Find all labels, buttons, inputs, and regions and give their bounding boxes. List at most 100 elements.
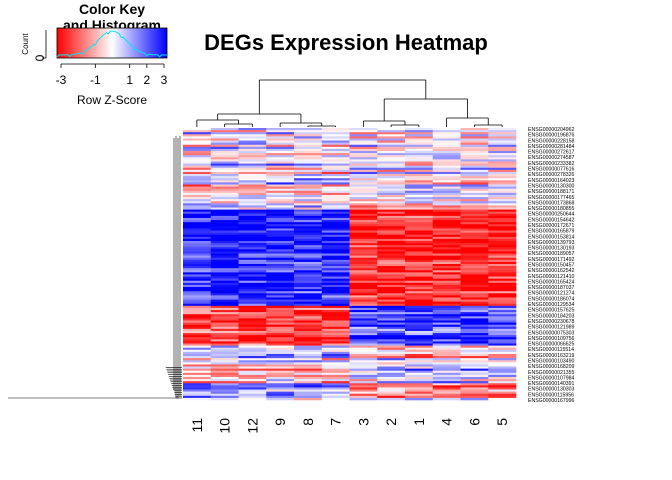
heatmap-cell <box>349 282 378 286</box>
heatmap-cell <box>349 215 378 219</box>
heatmap-cell <box>460 295 489 298</box>
heatmap-cell <box>488 270 517 273</box>
heatmap-cell <box>238 276 267 279</box>
heatmap-cell <box>405 316 434 319</box>
heatmap-cell <box>405 232 434 236</box>
heatmap-cell <box>405 161 434 164</box>
heatmap-cell <box>210 161 239 164</box>
heatmap-cell <box>405 142 434 146</box>
heatmap-cell <box>321 136 350 139</box>
heatmap-cell <box>432 316 461 319</box>
heatmap-cell <box>266 395 295 399</box>
heatmap-cell <box>321 349 350 353</box>
heatmap-cell <box>460 282 489 286</box>
heatmap-cell <box>460 374 489 378</box>
heatmap-cell <box>210 295 239 298</box>
heatmap-cell <box>405 318 434 321</box>
heatmap-cell <box>405 374 434 378</box>
heatmap-cell <box>349 243 378 246</box>
heatmap-cell <box>432 215 461 219</box>
heatmap-cell <box>266 320 295 323</box>
heatmap-cell <box>210 293 239 296</box>
heatmap-cell <box>183 132 212 135</box>
row-label: ENSG00000188171 <box>528 189 575 195</box>
heatmap-cell <box>266 376 295 380</box>
heatmap-cell <box>405 220 434 223</box>
heatmap-cell <box>349 289 378 292</box>
heatmap-cell <box>405 159 434 162</box>
heatmap-cell <box>488 140 517 143</box>
column-label: 2 <box>383 418 399 426</box>
heatmap-cell <box>405 155 434 158</box>
heatmap-cell <box>349 186 378 189</box>
color-key-gradient <box>56 27 168 59</box>
heatmap-cell <box>488 245 517 248</box>
heatmap-cell <box>432 305 461 309</box>
heatmap-cell <box>488 203 517 206</box>
heatmap-cell <box>321 182 350 185</box>
heatmap-cell <box>183 192 212 196</box>
heatmap-cell <box>460 220 489 223</box>
column-label: 10 <box>217 418 233 434</box>
heatmap-cell <box>183 381 212 384</box>
heatmap-cell <box>488 144 517 148</box>
heatmap-cell <box>460 293 489 296</box>
row-label: ENSG00000140391 <box>528 381 575 387</box>
heatmap-cell <box>405 333 434 336</box>
heatmap-cell <box>488 268 517 271</box>
heatmap-cell <box>377 151 406 154</box>
heatmap-cell <box>183 312 212 315</box>
heatmap-cell <box>321 347 350 351</box>
heatmap-cell <box>377 226 406 229</box>
heatmap-cell <box>238 320 267 323</box>
heatmap-cell <box>183 341 212 344</box>
column-label: 9 <box>272 418 288 426</box>
heatmap-cell <box>183 190 212 194</box>
heatmap-cell <box>460 349 489 353</box>
heatmap-cell <box>294 343 323 346</box>
heatmap-cell <box>321 383 350 386</box>
heatmap-cell <box>377 148 406 152</box>
heatmap-cell <box>238 138 267 141</box>
heatmap-cell <box>349 138 378 141</box>
heatmap-cell <box>321 176 350 179</box>
heatmap-cell <box>432 278 461 282</box>
heatmap-cell <box>210 349 239 353</box>
heatmap-cell <box>294 310 323 313</box>
heatmap-cell <box>488 159 517 162</box>
heatmap-cell <box>377 322 406 325</box>
heatmap-cell <box>432 194 461 198</box>
heatmap-cell <box>183 314 212 317</box>
heatmap-cell <box>349 194 378 198</box>
heatmap-cell <box>349 351 378 355</box>
heatmap-cell <box>405 328 434 332</box>
heatmap-cell <box>238 136 267 139</box>
heatmap-cell <box>294 324 323 328</box>
heatmap-cell <box>349 259 378 263</box>
heatmap-cell <box>266 213 295 217</box>
heatmap-cell <box>460 240 489 244</box>
heatmap-cell <box>460 310 489 313</box>
heatmap-cell <box>183 358 212 361</box>
heatmap-cell <box>238 266 267 269</box>
heatmap-cell <box>488 138 517 141</box>
heatmap-cell <box>266 383 295 386</box>
heatmap-cell <box>321 243 350 246</box>
heatmap-cell <box>210 333 239 336</box>
heatmap-cell <box>266 307 295 311</box>
heatmap-cell <box>488 353 517 357</box>
heatmap-cell <box>321 155 350 158</box>
row-label: ENSG00000066625 <box>528 342 575 348</box>
heatmap-cell <box>210 153 239 156</box>
heatmap-cell <box>405 299 434 302</box>
heatmap-cell <box>183 379 212 382</box>
heatmap-cell <box>210 240 239 244</box>
heatmap-cell <box>432 358 461 361</box>
heatmap-cell <box>238 199 267 202</box>
heatmap-cell <box>377 240 406 244</box>
heatmap-cell <box>238 316 267 319</box>
color-key-tick-label: 1 <box>126 73 133 87</box>
heatmap-cell <box>460 353 489 357</box>
heatmap-cell <box>405 209 434 212</box>
heatmap-cell <box>432 148 461 152</box>
